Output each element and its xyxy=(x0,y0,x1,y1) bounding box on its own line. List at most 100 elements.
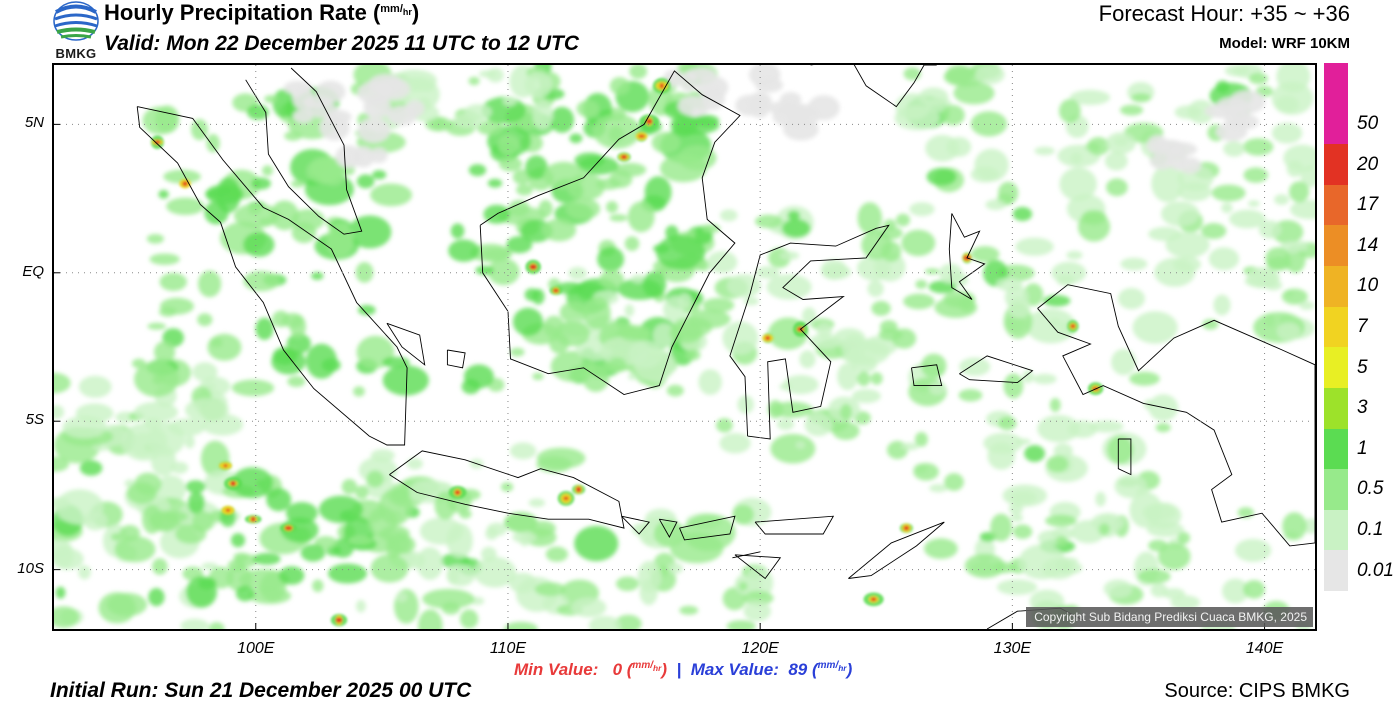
precip-cell xyxy=(468,76,480,86)
precip-cell xyxy=(54,548,84,570)
precip-cell xyxy=(901,229,936,257)
precip-cell xyxy=(459,509,472,519)
lat-label: 5S xyxy=(25,411,44,429)
lat-label: 5N xyxy=(24,114,44,132)
precip-cell xyxy=(559,301,589,323)
precip-cell xyxy=(1276,322,1301,341)
precip-cell xyxy=(1111,348,1137,376)
precip-cell xyxy=(743,297,759,306)
precip-cell xyxy=(627,201,655,233)
precip-cell xyxy=(235,585,255,602)
coastline xyxy=(959,355,1034,384)
precip-cell xyxy=(512,169,531,185)
precip-cell xyxy=(816,322,833,338)
precip-cell xyxy=(54,606,80,628)
precip-cell xyxy=(441,602,460,615)
precip-cell xyxy=(290,180,305,188)
precip-cell xyxy=(747,94,771,118)
precip-cell xyxy=(1010,490,1037,505)
precip-cell xyxy=(1234,538,1272,562)
precip-cell xyxy=(1146,521,1185,538)
precip-cell xyxy=(1070,152,1083,164)
precip-cell xyxy=(1202,319,1219,330)
precip-cell xyxy=(1289,181,1310,203)
valid-time: Valid: Mon 22 December 2025 11 UTC to 12… xyxy=(104,32,579,55)
precip-cell xyxy=(941,105,965,126)
precip-cell xyxy=(841,334,867,364)
precip-cell xyxy=(1243,580,1265,599)
precip-cell xyxy=(545,546,568,562)
precip-cell xyxy=(569,133,583,144)
precip-cell xyxy=(1265,247,1291,270)
precip-cell xyxy=(924,268,940,275)
precip-cell xyxy=(497,134,520,156)
precip-cell xyxy=(656,235,706,270)
precip-cell xyxy=(473,556,517,588)
precip-cell xyxy=(347,536,373,546)
precip-cell xyxy=(450,223,465,239)
colorbar-label: 50 xyxy=(1357,112,1379,134)
colorbar-segment xyxy=(1324,509,1348,551)
precip-cell xyxy=(1049,398,1061,412)
precip-cell xyxy=(54,497,70,510)
precip-cell xyxy=(289,315,306,339)
precip-cell xyxy=(857,202,883,235)
coastline xyxy=(479,70,741,395)
precip-cell xyxy=(324,109,352,125)
precip-cell xyxy=(542,218,577,242)
precip-cell xyxy=(1221,202,1233,214)
precip-cell xyxy=(1258,220,1282,239)
precip-cell xyxy=(147,322,166,330)
precip-cell xyxy=(163,169,201,184)
precip-cell xyxy=(1187,99,1215,124)
colorbar-segment xyxy=(1324,306,1348,348)
precip-cell xyxy=(54,405,65,420)
precip-cell xyxy=(536,456,572,473)
colorbar-label: 10 xyxy=(1357,275,1379,297)
coastline xyxy=(810,65,937,108)
precip-cell xyxy=(871,597,877,602)
precip-cell xyxy=(1151,164,1185,203)
colorbar-segment xyxy=(1324,63,1348,105)
colorbar-segment xyxy=(1324,469,1348,511)
precip-cell xyxy=(201,562,218,570)
precip-cell xyxy=(1165,231,1210,258)
colorbar-label: 0.01 xyxy=(1357,559,1394,581)
precip-cell xyxy=(1118,287,1145,310)
model-name: Model: WRF 10KM xyxy=(1219,35,1350,52)
precip-cell xyxy=(1157,542,1191,570)
precip-cell xyxy=(356,174,375,189)
precip-cell xyxy=(1099,523,1110,536)
precip-cell xyxy=(376,78,411,100)
precip-cell xyxy=(504,511,538,533)
precip-cell xyxy=(555,282,585,295)
precip-cell xyxy=(453,112,485,128)
precip-cell xyxy=(929,484,948,493)
precip-cell xyxy=(98,592,136,624)
precip-cell xyxy=(1148,539,1168,552)
precip-cell xyxy=(1066,250,1083,260)
precip-cell xyxy=(719,433,751,454)
bmkg-logo: BMKG xyxy=(52,1,100,61)
precip-cell xyxy=(487,178,503,188)
coastline xyxy=(245,67,363,235)
precip-cell xyxy=(720,209,738,222)
coastline xyxy=(136,106,408,446)
precip-cell xyxy=(856,255,892,281)
precip-cell xyxy=(970,166,999,183)
precip-cell xyxy=(1213,294,1231,316)
precip-cell xyxy=(1246,267,1278,289)
precip-cell xyxy=(857,371,871,387)
colorbar-label: 0.1 xyxy=(1357,519,1384,541)
precip-cell xyxy=(738,581,748,591)
precip-cell xyxy=(230,480,236,487)
precip-cell xyxy=(368,507,398,537)
precip-cell xyxy=(596,178,621,190)
precip-cell xyxy=(1215,122,1248,142)
precip-cell xyxy=(159,272,187,291)
precip-cell xyxy=(1059,99,1081,123)
precip-cell xyxy=(321,358,341,372)
precip-cell xyxy=(781,219,811,238)
precip-cell xyxy=(110,533,123,541)
precip-cell xyxy=(799,350,816,369)
